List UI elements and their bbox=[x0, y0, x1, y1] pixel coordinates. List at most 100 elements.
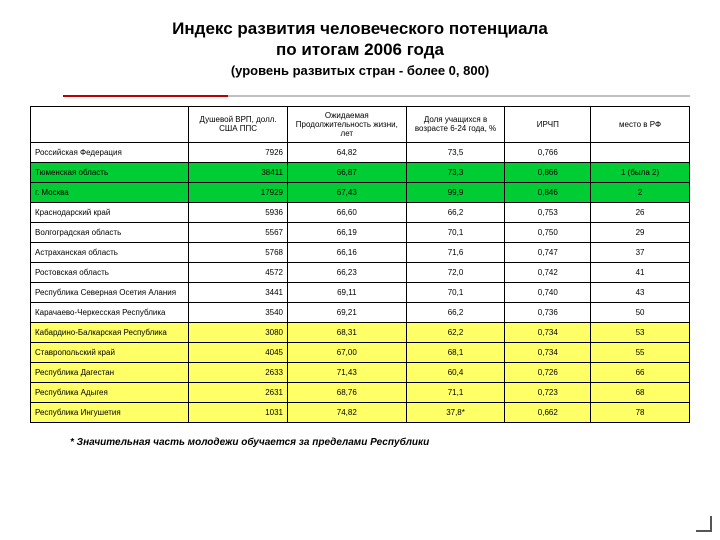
cell-4-4: 0,750 bbox=[505, 222, 591, 242]
title-line2: по итогам 2006 года bbox=[30, 39, 690, 60]
table-row: Ставропольский край404567,0068,10,73455 bbox=[31, 342, 690, 362]
cell-13-5: 78 bbox=[591, 402, 690, 422]
cell-11-1: 2633 bbox=[189, 362, 288, 382]
corner-mark bbox=[696, 516, 712, 532]
cell-11-0: Республика Дагестан bbox=[31, 362, 189, 382]
cell-0-5 bbox=[591, 142, 690, 162]
cell-1-0: Тюменская область bbox=[31, 162, 189, 182]
cell-11-3: 60,4 bbox=[406, 362, 505, 382]
cell-10-0: Ставропольский край bbox=[31, 342, 189, 362]
cell-8-4: 0,736 bbox=[505, 302, 591, 322]
table-body: Российская Федерация792664,8273,50,766Тю… bbox=[31, 142, 690, 422]
cell-0-4: 0,766 bbox=[505, 142, 591, 162]
table-row: Астраханская область576866,1671,60,74737 bbox=[31, 242, 690, 262]
cell-6-0: Ростовская область bbox=[31, 262, 189, 282]
cell-9-1: 3080 bbox=[189, 322, 288, 342]
table-header-row: Душевой ВРП, долл. США ППСОжидаемая Прод… bbox=[31, 106, 690, 142]
col-header-5: место в РФ bbox=[591, 106, 690, 142]
cell-10-1: 4045 bbox=[189, 342, 288, 362]
cell-5-3: 71,6 bbox=[406, 242, 505, 262]
cell-4-0: Волгоградская область bbox=[31, 222, 189, 242]
col-header-1: Душевой ВРП, долл. США ППС bbox=[189, 106, 288, 142]
cell-9-5: 53 bbox=[591, 322, 690, 342]
cell-6-2: 66,23 bbox=[288, 262, 407, 282]
cell-7-5: 43 bbox=[591, 282, 690, 302]
cell-4-2: 66,19 bbox=[288, 222, 407, 242]
cell-0-2: 64,82 bbox=[288, 142, 407, 162]
cell-2-1: 17929 bbox=[189, 182, 288, 202]
cell-8-0: Карачаево-Черкесская Республика bbox=[31, 302, 189, 322]
footnote: * Значительная часть молодежи обучается … bbox=[70, 437, 690, 448]
cell-8-2: 69,21 bbox=[288, 302, 407, 322]
cell-4-3: 70,1 bbox=[406, 222, 505, 242]
cell-5-2: 66,16 bbox=[288, 242, 407, 262]
cell-11-2: 71,43 bbox=[288, 362, 407, 382]
table-row: Российская Федерация792664,8273,50,766 bbox=[31, 142, 690, 162]
title-line1: Индекс развития человеческого потенциала bbox=[30, 18, 690, 39]
cell-7-3: 70,1 bbox=[406, 282, 505, 302]
cell-6-3: 72,0 bbox=[406, 262, 505, 282]
cell-12-4: 0,723 bbox=[505, 382, 591, 402]
cell-8-3: 66,2 bbox=[406, 302, 505, 322]
cell-3-0: Краснодарский край bbox=[31, 202, 189, 222]
cell-7-1: 3441 bbox=[189, 282, 288, 302]
cell-9-2: 68,31 bbox=[288, 322, 407, 342]
cell-11-5: 66 bbox=[591, 362, 690, 382]
cell-2-3: 99,9 bbox=[406, 182, 505, 202]
cell-2-4: 0,846 bbox=[505, 182, 591, 202]
cell-9-0: Кабардино-Балкарская Республика bbox=[31, 322, 189, 342]
cell-3-1: 5936 bbox=[189, 202, 288, 222]
cell-6-1: 4572 bbox=[189, 262, 288, 282]
cell-2-2: 67,43 bbox=[288, 182, 407, 202]
table-row: Республика Северная Осетия Алания344169,… bbox=[31, 282, 690, 302]
cell-0-1: 7926 bbox=[189, 142, 288, 162]
table-row: Республика Адыгея263168,7671,10,72368 bbox=[31, 382, 690, 402]
cell-5-5: 37 bbox=[591, 242, 690, 262]
table-row: Карачаево-Черкесская Республика354069,21… bbox=[31, 302, 690, 322]
cell-10-2: 67,00 bbox=[288, 342, 407, 362]
cell-1-4: 0,866 bbox=[505, 162, 591, 182]
table-row: Волгоградская область556766,1970,10,7502… bbox=[31, 222, 690, 242]
cell-3-2: 66,60 bbox=[288, 202, 407, 222]
cell-7-2: 69,11 bbox=[288, 282, 407, 302]
cell-5-0: Астраханская область bbox=[31, 242, 189, 262]
table-row: Республика Ингушетия103174,8237,8*0,6627… bbox=[31, 402, 690, 422]
cell-13-1: 1031 bbox=[189, 402, 288, 422]
cell-4-1: 5567 bbox=[189, 222, 288, 242]
cell-10-5: 55 bbox=[591, 342, 690, 362]
cell-8-1: 3540 bbox=[189, 302, 288, 322]
cell-10-3: 68,1 bbox=[406, 342, 505, 362]
subtitle: (уровень развитых стран - более 0, 800) bbox=[30, 63, 690, 78]
cell-2-5: 2 bbox=[591, 182, 690, 202]
cell-10-4: 0,734 bbox=[505, 342, 591, 362]
cell-1-5: 1 (была 2) bbox=[591, 162, 690, 182]
cell-11-4: 0,726 bbox=[505, 362, 591, 382]
cell-9-4: 0,734 bbox=[505, 322, 591, 342]
cell-7-0: Республика Северная Осетия Алания bbox=[31, 282, 189, 302]
cell-6-5: 41 bbox=[591, 262, 690, 282]
table-row: Кабардино-Балкарская Республика308068,31… bbox=[31, 322, 690, 342]
table-row: Краснодарский край593666,6066,20,75326 bbox=[31, 202, 690, 222]
divider-red bbox=[63, 95, 228, 98]
cell-3-4: 0,753 bbox=[505, 202, 591, 222]
cell-5-1: 5768 bbox=[189, 242, 288, 262]
col-header-0 bbox=[31, 106, 189, 142]
table-row: г. Москва1792967,4399,90,8462 bbox=[31, 182, 690, 202]
cell-6-4: 0,742 bbox=[505, 262, 591, 282]
col-header-3: Доля учащихся в возрасте 6-24 года, % bbox=[406, 106, 505, 142]
cell-5-4: 0,747 bbox=[505, 242, 591, 262]
col-header-4: ИРЧП bbox=[505, 106, 591, 142]
table-row: Республика Дагестан263371,4360,40,72666 bbox=[31, 362, 690, 382]
cell-12-2: 68,76 bbox=[288, 382, 407, 402]
cell-13-2: 74,82 bbox=[288, 402, 407, 422]
cell-13-3: 37,8* bbox=[406, 402, 505, 422]
cell-12-1: 2631 bbox=[189, 382, 288, 402]
cell-13-0: Республика Ингушетия bbox=[31, 402, 189, 422]
cell-3-5: 26 bbox=[591, 202, 690, 222]
cell-1-3: 73,3 bbox=[406, 162, 505, 182]
cell-9-3: 62,2 bbox=[406, 322, 505, 342]
cell-13-4: 0,662 bbox=[505, 402, 591, 422]
cell-12-0: Республика Адыгея bbox=[31, 382, 189, 402]
cell-7-4: 0,740 bbox=[505, 282, 591, 302]
divider bbox=[30, 92, 690, 100]
